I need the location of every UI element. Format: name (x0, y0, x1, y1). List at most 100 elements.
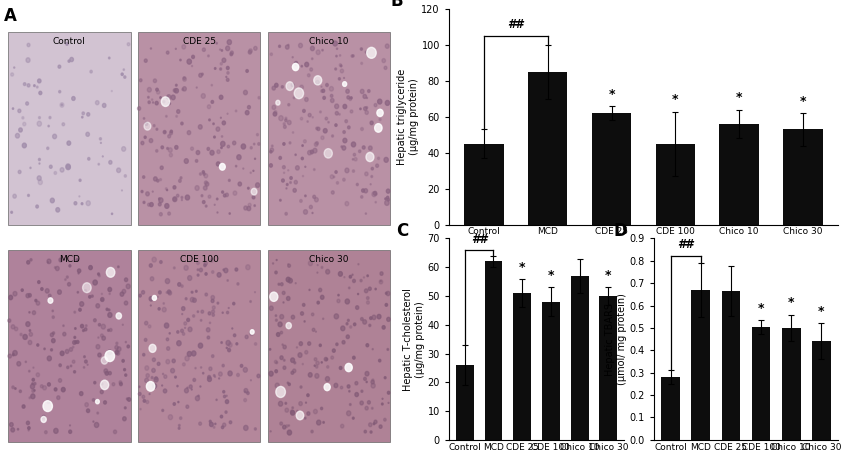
Circle shape (153, 79, 156, 82)
Circle shape (382, 325, 385, 329)
Circle shape (101, 299, 103, 301)
Circle shape (327, 121, 329, 123)
Circle shape (182, 332, 185, 335)
Circle shape (352, 417, 354, 419)
Circle shape (367, 97, 368, 99)
Circle shape (84, 356, 86, 358)
Circle shape (226, 340, 230, 345)
Circle shape (84, 367, 85, 368)
Circle shape (27, 84, 30, 87)
Circle shape (206, 328, 210, 332)
Circle shape (321, 362, 322, 363)
Circle shape (244, 206, 247, 210)
Circle shape (340, 69, 344, 73)
Circle shape (91, 295, 93, 297)
Circle shape (315, 143, 318, 146)
Circle shape (195, 396, 199, 400)
Circle shape (360, 401, 363, 405)
Circle shape (285, 117, 287, 119)
Circle shape (163, 303, 164, 304)
Text: *: * (758, 302, 764, 315)
Circle shape (120, 292, 124, 296)
Circle shape (167, 347, 170, 350)
Circle shape (79, 308, 81, 311)
Circle shape (223, 395, 226, 398)
Circle shape (31, 394, 35, 399)
Circle shape (309, 373, 312, 377)
Circle shape (56, 266, 59, 271)
Circle shape (180, 417, 182, 419)
Circle shape (155, 377, 157, 380)
Circle shape (211, 84, 213, 86)
Circle shape (148, 101, 150, 104)
Circle shape (108, 313, 112, 318)
Circle shape (274, 111, 277, 114)
Circle shape (179, 179, 181, 182)
Circle shape (26, 361, 27, 363)
Circle shape (15, 388, 16, 389)
Circle shape (375, 288, 376, 290)
Circle shape (258, 96, 260, 99)
Circle shape (292, 407, 293, 409)
Circle shape (287, 430, 292, 435)
Circle shape (52, 310, 53, 312)
Circle shape (317, 127, 320, 131)
Circle shape (186, 405, 189, 408)
Circle shape (49, 116, 51, 119)
Circle shape (167, 189, 168, 191)
Circle shape (47, 401, 50, 403)
Circle shape (225, 411, 227, 413)
Circle shape (256, 183, 260, 188)
Circle shape (168, 102, 170, 105)
Circle shape (58, 379, 62, 382)
Circle shape (177, 331, 179, 333)
Circle shape (298, 353, 302, 357)
Circle shape (280, 356, 283, 360)
Circle shape (216, 399, 217, 400)
Circle shape (47, 147, 49, 150)
Circle shape (367, 301, 369, 304)
Circle shape (180, 122, 183, 125)
Circle shape (112, 383, 115, 386)
Circle shape (83, 330, 85, 332)
Circle shape (229, 421, 232, 424)
Circle shape (386, 292, 387, 294)
Circle shape (381, 403, 383, 405)
Circle shape (319, 344, 321, 346)
Circle shape (164, 131, 166, 133)
Circle shape (143, 400, 145, 402)
Circle shape (339, 78, 340, 80)
Circle shape (386, 100, 390, 106)
Circle shape (70, 57, 74, 62)
Circle shape (349, 98, 351, 100)
Circle shape (210, 259, 213, 262)
Circle shape (172, 359, 175, 363)
Circle shape (93, 421, 94, 422)
Bar (138, 32, 261, 225)
Circle shape (276, 362, 278, 364)
Circle shape (166, 359, 169, 364)
Circle shape (365, 213, 367, 214)
Circle shape (221, 136, 222, 137)
Circle shape (80, 392, 83, 395)
Circle shape (369, 287, 371, 290)
Circle shape (256, 133, 258, 136)
Circle shape (89, 266, 92, 269)
Circle shape (109, 57, 110, 59)
Circle shape (280, 422, 282, 425)
Circle shape (209, 367, 212, 370)
Circle shape (278, 322, 282, 327)
Circle shape (269, 349, 271, 350)
Circle shape (109, 161, 112, 164)
Circle shape (243, 168, 244, 169)
Circle shape (386, 291, 390, 296)
Circle shape (363, 277, 364, 278)
Circle shape (21, 289, 23, 291)
Circle shape (286, 45, 289, 49)
Circle shape (280, 314, 284, 319)
Circle shape (387, 391, 390, 394)
Circle shape (74, 311, 75, 313)
Circle shape (321, 266, 323, 269)
Circle shape (143, 353, 144, 356)
Circle shape (372, 315, 376, 319)
